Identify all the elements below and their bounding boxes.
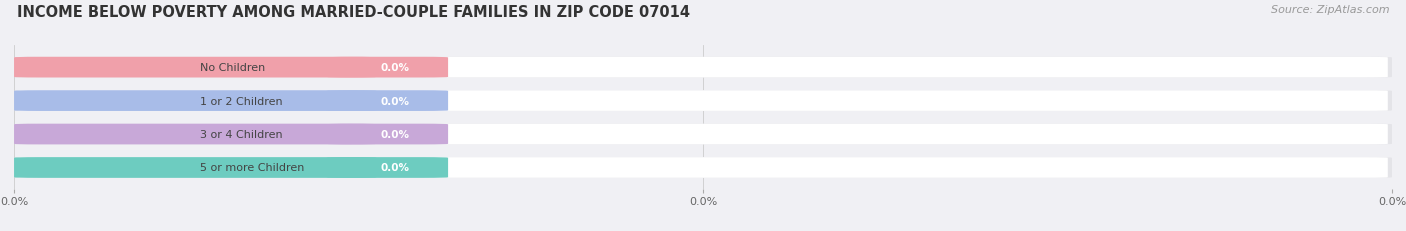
Text: No Children: No Children	[200, 63, 264, 73]
FancyBboxPatch shape	[18, 158, 1388, 178]
FancyBboxPatch shape	[326, 124, 449, 145]
FancyBboxPatch shape	[14, 91, 377, 112]
FancyBboxPatch shape	[14, 58, 377, 78]
FancyBboxPatch shape	[14, 158, 377, 178]
Text: 0.0%: 0.0%	[381, 163, 409, 173]
Text: 5 or more Children: 5 or more Children	[200, 163, 304, 173]
FancyBboxPatch shape	[14, 124, 1392, 145]
FancyBboxPatch shape	[18, 91, 1388, 111]
FancyBboxPatch shape	[18, 58, 1388, 78]
Text: 0.0%: 0.0%	[381, 63, 409, 73]
FancyBboxPatch shape	[326, 158, 449, 178]
Text: INCOME BELOW POVERTY AMONG MARRIED-COUPLE FAMILIES IN ZIP CODE 07014: INCOME BELOW POVERTY AMONG MARRIED-COUPL…	[17, 5, 690, 20]
FancyBboxPatch shape	[326, 58, 449, 78]
FancyBboxPatch shape	[326, 91, 449, 112]
Text: 3 or 4 Children: 3 or 4 Children	[200, 130, 283, 140]
Text: Source: ZipAtlas.com: Source: ZipAtlas.com	[1271, 5, 1389, 15]
FancyBboxPatch shape	[18, 124, 1388, 145]
FancyBboxPatch shape	[14, 124, 377, 145]
FancyBboxPatch shape	[14, 158, 1392, 178]
Text: 0.0%: 0.0%	[381, 96, 409, 106]
FancyBboxPatch shape	[14, 58, 1392, 78]
Text: 1 or 2 Children: 1 or 2 Children	[200, 96, 283, 106]
FancyBboxPatch shape	[14, 91, 1392, 112]
Text: 0.0%: 0.0%	[381, 130, 409, 140]
